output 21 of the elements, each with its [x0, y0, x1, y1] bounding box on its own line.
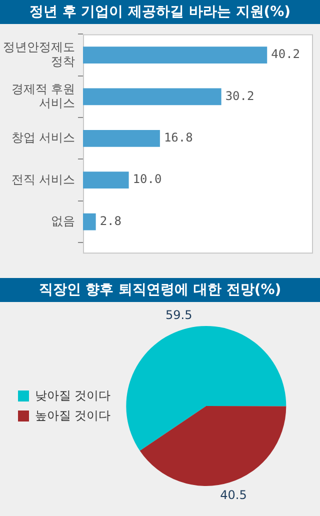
y-tick-label: 창업 서비스: [12, 130, 75, 145]
bar: [83, 172, 129, 189]
bar: [83, 213, 96, 230]
data-label: 40.2: [271, 47, 300, 62]
y-tick-label: 경제적 후원 서비스: [12, 82, 75, 110]
legend-label: 높아질 것이다: [35, 408, 110, 422]
chart-title: 직장인 향후 퇴직연령에 대한 전망(%): [0, 278, 320, 302]
data-label: 30.2: [225, 88, 254, 103]
data-label: 40.5: [220, 488, 247, 502]
y-tick-label: 정년안정제도 정착: [3, 40, 75, 69]
data-label: 10.0: [132, 172, 162, 186]
data-label: 16.8: [164, 130, 193, 145]
bar: [83, 46, 268, 64]
data-label: 2.8: [100, 214, 122, 228]
y-tick-label: 전직 서비스: [12, 172, 75, 186]
bar: [83, 130, 160, 147]
y-tick-label: 없음: [51, 214, 75, 228]
data-label: 59.5: [165, 308, 192, 322]
bar: [83, 88, 222, 106]
legend-label: 낮아질 것이다: [35, 388, 110, 402]
chart-title: 정년 후 기업이 제공하길 바라는 지원(%): [0, 0, 320, 24]
